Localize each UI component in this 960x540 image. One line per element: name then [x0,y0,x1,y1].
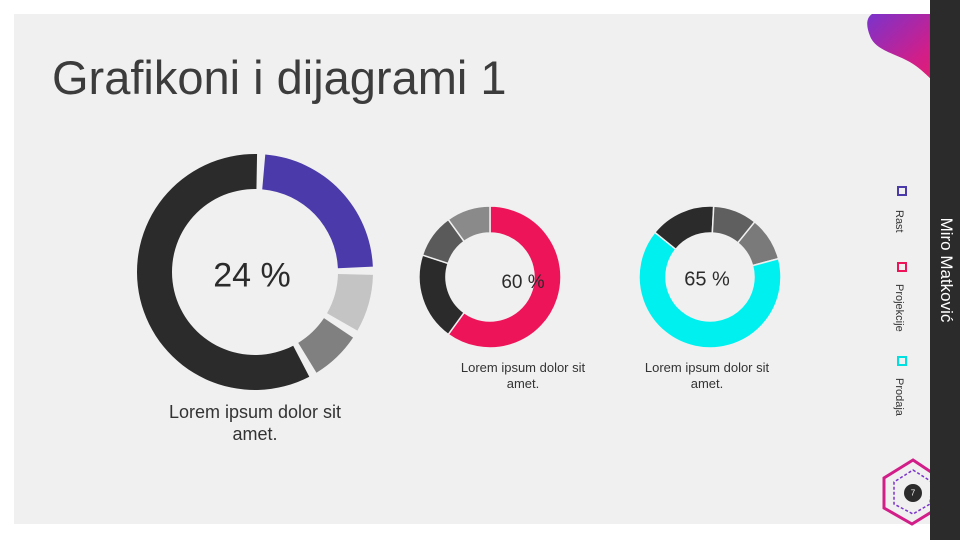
slide-number: 7 [910,488,916,498]
legend-label-prodaja: Prodaja [893,378,905,416]
legend-label-rast: Rast [893,210,905,233]
chart-3-segment-4 [711,205,756,244]
chart-2-segment-2 [418,254,466,336]
chart-3-segment-2 [638,231,782,349]
legend-label-projekcije: Projekcije [893,284,905,332]
chart-2-segment-4 [447,205,491,243]
chart-3-percent-label: 65 % [684,268,730,291]
legend-swatch-rast [897,186,907,196]
chart-1-segment-3 [298,318,354,373]
legend-swatch-prodaja [897,356,907,366]
chart-3-caption: Lorem ipsum dolor sit amet. [644,360,770,391]
author-sidebar [930,0,960,540]
chart-1-caption: Lorem ipsum dolor sit amet. [168,402,342,444]
chart-2-percent-label: 60 % [501,272,545,293]
donut-chart-2 [418,205,562,349]
slide-title: Grafikoni i dijagrami 1 [52,51,507,104]
chart-1-segment-2 [327,274,373,331]
chart-1-percent-label: 24 % [213,256,291,295]
author-name: Miro Matković [937,217,956,323]
chart-2-caption: Lorem ipsum dolor sit amet. [460,360,586,391]
donut-chart-1 [137,153,373,390]
chart-2-segment-1 [447,205,562,349]
chart-1-segment-4 [137,153,310,390]
legend-swatch-projekcije [897,262,907,272]
chart-1-segment-1 [262,154,373,269]
donut-chart-3 [638,205,782,349]
